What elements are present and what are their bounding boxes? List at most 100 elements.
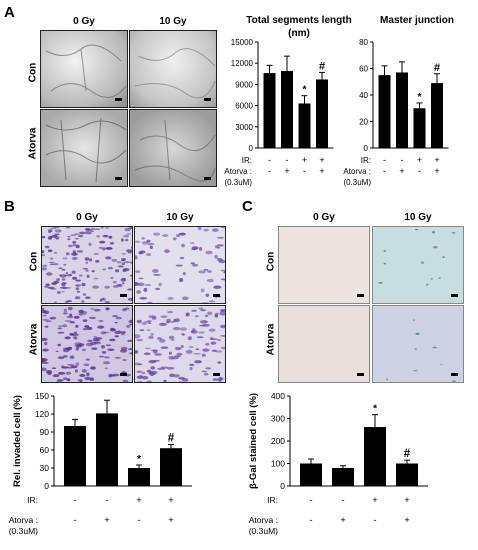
y-axis-label: β-Gal stained cell (%) [248, 393, 259, 489]
bar [298, 103, 311, 148]
bar [413, 108, 426, 148]
invasion-image-atorva-10gy [134, 305, 226, 383]
y-tick-label: 12000 [231, 59, 254, 68]
bar [64, 426, 86, 486]
tube-image-con-10gy [129, 30, 217, 108]
condition-atorva-sign: - [137, 515, 140, 526]
y-tick-label: 60 [40, 445, 50, 455]
bar [300, 463, 322, 486]
condition-atorva-sign: + [104, 515, 110, 526]
condition-ir-label: IR: [267, 495, 278, 505]
condition-atorva-sign: - [303, 166, 306, 176]
panel-b-row-con: Con [28, 251, 40, 272]
significance-marker: # [319, 60, 325, 72]
y-tick-label: 100 [271, 459, 285, 469]
panel-b-row-atorva: Atorva [28, 323, 40, 356]
significance-marker: * [303, 85, 307, 96]
bar [332, 468, 354, 486]
condition-ir-sign: + [434, 155, 439, 165]
significance-marker: * [137, 453, 142, 465]
panel-b-col-0gy: 0 Gy [76, 212, 98, 223]
condition-atorva-label: Atorva : [9, 515, 38, 525]
betagal-image-con-10gy [372, 226, 464, 304]
panel-a-letter: A [4, 4, 15, 21]
condition-atorva-sign: + [434, 166, 439, 176]
condition-ir-sign: - [73, 495, 76, 506]
condition-atorva-sign: - [373, 515, 376, 526]
bar [316, 79, 328, 148]
condition-ir-sign: + [319, 155, 324, 165]
condition-ir-label: IR: [361, 156, 371, 165]
y-tick-label: 0 [280, 481, 285, 491]
condition-ir-sign: - [401, 155, 404, 165]
condition-ir-sign: + [404, 495, 410, 506]
panel-c-col-10gy: 10 Gy [404, 212, 432, 223]
y-tick-label: 300 [271, 414, 285, 424]
condition-ir-sign: - [309, 495, 312, 506]
panel-a-row-con: Con [27, 62, 39, 83]
condition-ir-sign: - [341, 495, 344, 506]
panel-c-letter: C [242, 198, 253, 215]
invasion-image-con-10gy [134, 226, 226, 304]
condition-ir-sign: + [417, 155, 422, 165]
condition-atorva-sign: + [284, 166, 289, 176]
tube-image-atorva-10gy [129, 109, 217, 187]
chart-title-total-segments: Total segments length (nm) [246, 15, 352, 39]
bar [364, 427, 386, 486]
condition-atorva-label: Atorva : [224, 167, 252, 176]
y-tick-label: 90 [40, 427, 50, 437]
y-tick-label: 200 [271, 436, 285, 446]
condition-ir-sign: - [383, 155, 386, 165]
condition-ir-sign: - [105, 495, 108, 506]
y-tick-label: 80 [359, 38, 368, 47]
panel-c-row-atorva: Atorva [265, 323, 277, 356]
y-tick-label: 0 [364, 144, 369, 153]
condition-atorva-dose: (0.3uM) [343, 178, 371, 187]
y-tick-label: 0 [249, 144, 254, 153]
bar [263, 73, 276, 148]
panel-c-col-0gy: 0 Gy [313, 212, 335, 223]
condition-atorva-sign: - [268, 166, 271, 176]
panel-a-col-10gy: 10 Gy [159, 16, 187, 27]
bar [396, 463, 418, 486]
condition-atorva-dose: (0.3uM) [9, 526, 38, 536]
condition-atorva-dose: (0.3uM) [249, 526, 278, 536]
y-tick-label: 3000 [235, 123, 253, 132]
condition-atorva-label: Atorva : [343, 167, 371, 176]
condition-atorva-label: Atorva : [249, 515, 278, 525]
significance-marker: # [434, 62, 440, 74]
y-axis-label: Rel. invaded cell (%) [12, 395, 23, 487]
betagal-image-con-0gy [278, 226, 370, 304]
y-tick-label: 120 [35, 409, 49, 419]
panel-b-letter: B [4, 198, 15, 215]
bar [96, 413, 118, 486]
betagal-image-atorva-10gy [372, 305, 464, 383]
bar [396, 72, 408, 148]
condition-ir-label: IR: [27, 495, 38, 505]
condition-atorva-sign: - [383, 166, 386, 176]
condition-atorva-sign: + [340, 515, 346, 526]
condition-atorva-sign: - [418, 166, 421, 176]
chart-title-master-junction: Master junction [380, 15, 454, 26]
panel-a-row-atorva: Atorva [27, 127, 39, 160]
betagal-image-atorva-0gy [278, 305, 370, 383]
bar [378, 75, 391, 148]
significance-marker: * [418, 92, 422, 103]
condition-ir-sign: + [136, 495, 142, 506]
condition-ir-sign: - [268, 155, 271, 165]
y-tick-label: 15000 [231, 38, 254, 47]
bar [281, 70, 293, 148]
condition-ir-sign: + [372, 495, 378, 506]
condition-atorva-sign: + [399, 166, 404, 176]
condition-atorva-dose: (0.3uM) [224, 178, 252, 187]
tube-image-atorva-0gy [40, 109, 128, 187]
bar [431, 83, 443, 148]
bar [160, 448, 182, 486]
condition-ir-sign: + [168, 495, 174, 506]
y-tick-label: 30 [40, 463, 50, 473]
condition-ir-sign: - [286, 155, 289, 165]
y-tick-label: 40 [359, 91, 368, 100]
condition-ir-label: IR: [242, 156, 252, 165]
y-tick-label: 0 [44, 481, 49, 491]
